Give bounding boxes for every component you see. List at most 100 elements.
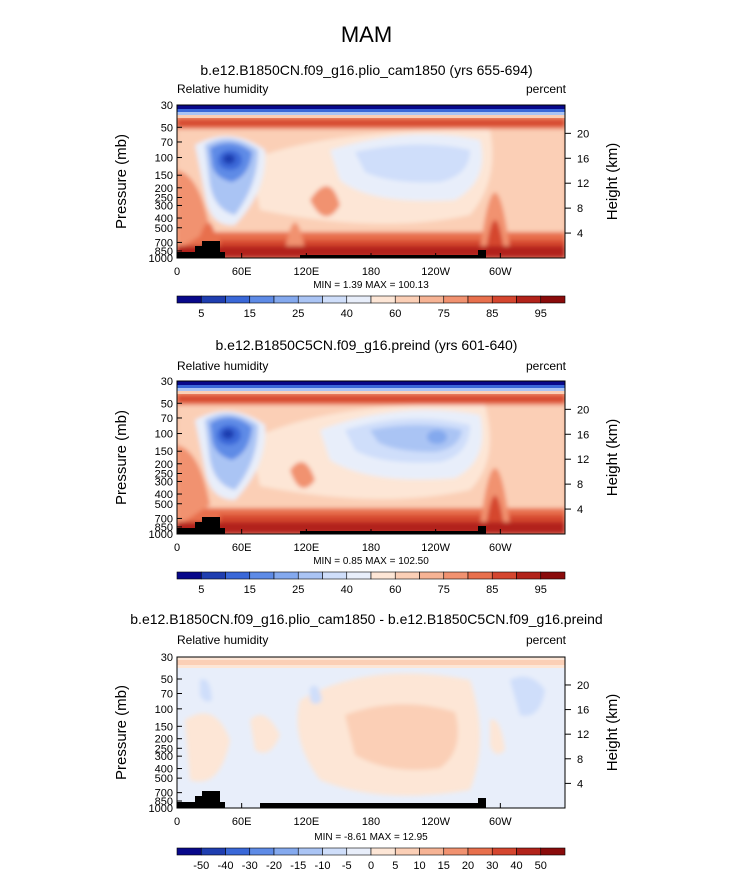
panel-2-colorbar-box [200,571,226,580]
panel-2-ylabel-right: Height (km) [604,419,621,497]
panel-3-ylabel: Pressure (mb) [113,685,130,780]
panel-2-colorbar-box [394,571,420,580]
panel-3-colorbar-box [370,847,396,856]
panel-3-ylabel-right: Height (km) [604,694,621,772]
panel-2-title: b.e12.B1850C5CN.f09_g16.preind (yrs 601-… [215,337,518,353]
panel-2-colorbar-box [249,571,275,580]
panel-3-x-tick-label: 0 [174,816,180,828]
panel-1-y-tick-label: 850 [155,246,173,258]
panel-3-y-tick-label: 100 [155,704,173,716]
panel-3-y-tick-label: 300 [155,751,173,763]
panel-1-y-tick-label: 300 [155,200,173,212]
panel-1-colorbar-label: 75 [438,308,450,320]
panel-3-colorbar-label: 50 [535,860,547,872]
panel-3-colorbar-label: -50 [193,860,209,872]
panel-2-colorbar-box [322,571,348,580]
panel-2-colorbar-box [491,571,517,580]
panel-2-x-tick-label: 180 [362,542,380,554]
panel-2-colorbar-label: 85 [486,584,498,596]
panel-3-y-tick-label: 250 [155,743,173,755]
panel-3-y-tick-label: 500 [155,773,173,785]
panel-1-colorbar-label: 5 [198,308,204,320]
panel-2-colorbar-box [346,571,372,580]
panel-1-colorbar-box [225,295,251,304]
panel-1-colorbar-box [491,295,517,304]
panel-2-y-tick-label: 150 [155,446,173,458]
panel-3-field [177,657,565,808]
panel-3-y-tick-label: 200 [155,734,173,746]
panel-3-y-tick-label: 30 [161,652,173,664]
panel-3-colorbar-box [443,847,469,856]
panel-2-y-tick-label: 300 [155,476,173,488]
panel-3-colorbar-label: 40 [510,860,522,872]
panel-2-height-tick-label: 16 [577,429,589,441]
panel-1-colorbar-label: 95 [535,308,547,320]
panel-2-colorbar-box [225,571,251,580]
panel-2-y-tick-label: 200 [155,459,173,471]
panel-3-colorbar-label: 30 [486,860,498,872]
panel-2-colorbar-label: 75 [438,584,450,596]
panel-3-height-tick-label: 20 [577,680,589,692]
panel-1-colorbar-label: 15 [244,308,256,320]
panel-3-colorbar-label: 15 [438,860,450,872]
panel-3-x-tick-label: 60W [489,816,512,828]
panel-1-colorbar-label: 60 [389,308,401,320]
panel-3-colorbar-box [394,847,420,856]
panel-1-x-tick-label: 120E [293,266,319,278]
panel-3-x-tick-label: 120E [293,816,319,828]
panel-2-colorbar-box [273,571,299,580]
panel-2-colorbar-box [176,571,202,580]
panel-1-colorbar-box [249,295,275,304]
panel-2-y-tick-label: 400 [155,489,173,501]
panel-3-colorbar-box [176,847,202,856]
panel-1-y-tick-label: 50 [161,122,173,134]
panel-1-colorbar-box [443,295,469,304]
panel-1-colorbar-box [200,295,226,304]
panel-3-height-tick-label: 4 [577,778,583,790]
panel-3-colorbar-label: -40 [218,860,234,872]
panel-3-colorbar-box [516,847,542,856]
panel-1-colorbar-box [540,295,566,304]
panel-3-colorbar-box [225,847,251,856]
panel-3-y-tick-label: 400 [155,764,173,776]
panel-1-x-tick-label: 60W [489,266,512,278]
panel-1-colorbar-label: 25 [292,308,304,320]
panel-2-colorbar-label: 15 [244,584,256,596]
panel-2-variable-label: Relative humidity [177,359,269,373]
panel-2-colorbar-label: 5 [198,584,204,596]
panel-2-y-tick-label: 500 [155,499,173,511]
panel-1-variable-label: Relative humidity [177,82,269,96]
panel-3-colorbar-label: 10 [413,860,425,872]
panel-1-height-tick-label: 8 [577,203,583,215]
axes-layer: 0 60E 120E 180 120W 60W3050701001502002503004… [113,100,621,843]
panel-2-x-tick-label: 0 [174,542,180,554]
panel-2-height-tick-label: 8 [577,479,583,491]
panel-2-x-tick-label: 60E [232,542,252,554]
panel-3-stats: MIN = -8.61 MAX = 12.95 [314,832,428,843]
panel-1-ylabel: Pressure (mb) [113,134,130,229]
panel-3-colorbar-box [297,847,323,856]
panel-1-colorbar-box [370,295,396,304]
panel-1-y-tick-label: 250 [155,193,173,205]
panel-2-field [177,381,565,534]
panel-3-y-tick-label: 50 [161,674,173,686]
panel-2-ylabel: Pressure (mb) [113,410,130,505]
panel-2-x-tick-label: 120W [421,542,450,554]
panel-1-colorbar-box [273,295,299,304]
panel-1-height-tick-label: 4 [577,228,583,240]
panel-1-colorbar-label: 40 [341,308,353,320]
panel-3-y-tick-label: 850 [155,796,173,808]
panel-3-colorbar-label: 20 [462,860,474,872]
panel-2-units-label: percent [525,359,566,373]
panel-2-colorbar-box [419,571,445,580]
panel-1-y-tick-label: 100 [155,153,173,165]
panel-1-y-tick-label: 200 [155,183,173,195]
panel-2-y-tick-label: 70 [161,413,173,425]
panel-2-colorbar-box [516,571,542,580]
panel-2-colorbar-box [297,571,323,580]
panel-1-units-label: percent [525,82,566,96]
panel-3-colorbar-box [419,847,445,856]
panel-3-colorbar-label: -30 [242,860,258,872]
panel-2-colorbar-label: 95 [535,584,547,596]
